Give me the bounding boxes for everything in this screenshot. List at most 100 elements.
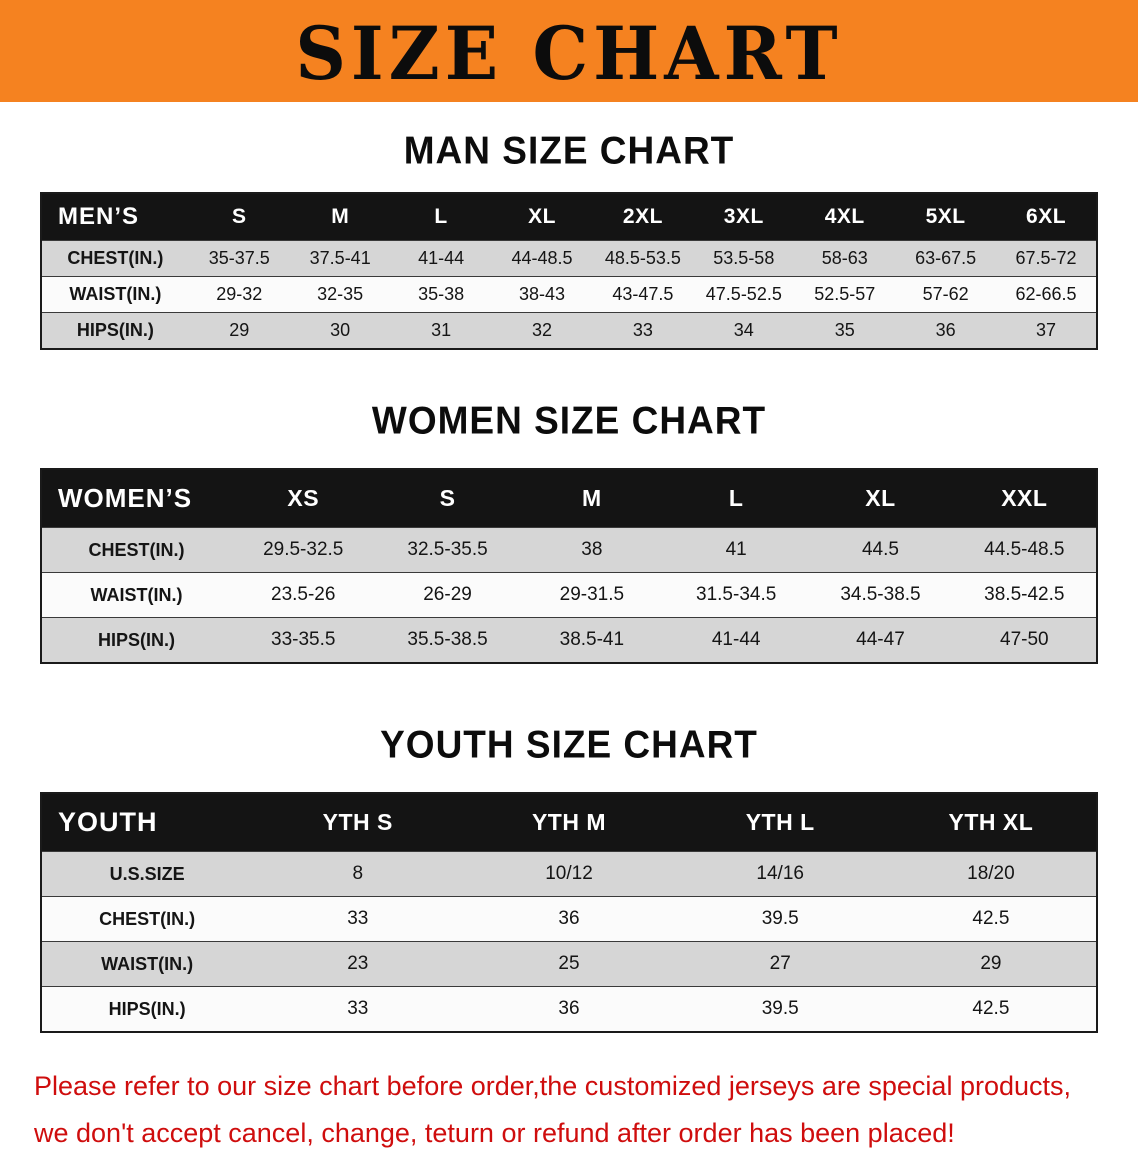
table-row: CHEST(IN.) 35-37.5 37.5-41 41-44 44-48.5 48.5… (41, 240, 1097, 277)
youth-table-wrap: YOUTH YTH S YTH M YTH L YTH XL U.S.SIZE 8 10/12… (40, 792, 1098, 1033)
value-cell: 29 (885, 941, 1097, 987)
value-cell: 31 (390, 312, 492, 349)
size-header-cell: L (390, 193, 492, 241)
value-cell: 39.5 (674, 986, 886, 1032)
disclaimer: Please refer to our size chart before or… (34, 1063, 1104, 1158)
table-title-cell: WOMEN’S (41, 469, 232, 528)
size-header-cell: L (664, 469, 809, 528)
value-cell: 44-47 (808, 617, 953, 663)
size-header-cell: YTH XL (885, 793, 1097, 852)
women-size-table: WOMEN’S XS S M L XL XXL CHEST(IN.) 29.5-32.5 32.5… (40, 468, 1098, 664)
value-cell: 42.5 (885, 896, 1097, 942)
row-label-cell: WAIST(IN.) (41, 572, 232, 618)
value-cell: 37 (996, 312, 1097, 349)
table-title-cell: MEN’S (41, 193, 189, 241)
value-cell: 38.5-42.5 (952, 572, 1097, 618)
table-row: CHEST(IN.) 33 36 39.5 42.5 (41, 896, 1097, 942)
value-cell: 29.5-32.5 (231, 527, 376, 573)
women-size-chart-section: WOMEN SIZE CHART WOMEN’S XS S M L XL XXL CHEST(… (0, 399, 1138, 664)
value-cell: 33 (252, 986, 464, 1032)
value-cell: 23.5-26 (231, 572, 376, 618)
value-cell: 67.5-72 (996, 240, 1097, 277)
value-cell: 62-66.5 (996, 276, 1097, 313)
row-label-cell: CHEST(IN.) (41, 896, 253, 942)
size-header-cell: XXL (952, 469, 1097, 528)
table-header-row: WOMEN’S XS S M L XL XXL (41, 469, 1097, 528)
value-cell: 44.5-48.5 (952, 527, 1097, 573)
value-cell: 34.5-38.5 (808, 572, 953, 618)
value-cell: 32.5-35.5 (375, 527, 520, 573)
size-header-cell: XL (491, 193, 593, 241)
man-table-wrap: MEN’S S M L XL 2XL 3XL 4XL 5XL 6XL CHEST(IN.) 35-37… (40, 192, 1098, 350)
row-label-cell: HIPS(IN.) (41, 617, 232, 663)
size-header-cell: YTH L (674, 793, 886, 852)
man-size-chart-section: MAN SIZE CHART MEN’S S M L XL 2XL 3XL 4XL 5XL 6XL… (0, 128, 1138, 350)
size-header-cell: S (188, 193, 290, 241)
value-cell: 41-44 (390, 240, 492, 277)
value-cell: 41-44 (664, 617, 809, 663)
size-header-cell: 4XL (794, 193, 896, 241)
value-cell: 38-43 (491, 276, 593, 313)
value-cell: 29-31.5 (519, 572, 665, 618)
value-cell: 33 (252, 896, 464, 942)
value-cell: 47-50 (952, 617, 1097, 663)
table-row: U.S.SIZE 8 10/12 14/16 18/20 (41, 851, 1097, 897)
size-header-cell: 5XL (895, 193, 997, 241)
value-cell: 23 (252, 941, 464, 987)
value-cell: 63-67.5 (895, 240, 997, 277)
disclaimer-line-1: Please refer to our size chart before or… (34, 1071, 1072, 1101)
table-header-row: YOUTH YTH S YTH M YTH L YTH XL (41, 793, 1097, 852)
row-label-cell: CHEST(IN.) (41, 527, 232, 573)
value-cell: 29-32 (188, 276, 290, 313)
row-label-cell: WAIST(IN.) (41, 941, 253, 987)
value-cell: 38 (519, 527, 665, 573)
value-cell: 52.5-57 (794, 276, 896, 313)
value-cell: 41 (664, 527, 809, 573)
value-cell: 53.5-58 (693, 240, 795, 277)
size-header-cell: S (375, 469, 520, 528)
row-label-cell: WAIST(IN.) (41, 276, 189, 313)
value-cell: 27 (674, 941, 886, 987)
table-row: WAIST(IN.) 23.5-26 26-29 29-31.5 31.5-34.5 34… (41, 572, 1097, 618)
value-cell: 58-63 (794, 240, 896, 277)
size-header-cell: YTH S (252, 793, 464, 852)
youth-section-title: YOUTH SIZE CHART (380, 722, 758, 766)
table-row: WAIST(IN.) 23 25 27 29 (41, 941, 1097, 987)
value-cell: 29 (188, 312, 290, 349)
size-header-cell: XS (231, 469, 376, 528)
value-cell: 25 (463, 941, 675, 987)
table-row: HIPS(IN.) 29 30 31 32 33 34 35 36 37 (41, 312, 1097, 349)
value-cell: 47.5-52.5 (693, 276, 795, 313)
table-header-row: MEN’S S M L XL 2XL 3XL 4XL 5XL 6XL (41, 193, 1097, 241)
value-cell: 43-47.5 (592, 276, 694, 313)
value-cell: 33-35.5 (231, 617, 376, 663)
size-header-cell: XL (808, 469, 953, 528)
banner-title: SIZE CHART (295, 9, 843, 98)
value-cell: 36 (895, 312, 997, 349)
value-cell: 44-48.5 (491, 240, 593, 277)
value-cell: 26-29 (375, 572, 520, 618)
value-cell: 32-35 (289, 276, 391, 313)
value-cell: 30 (289, 312, 391, 349)
table-row: WAIST(IN.) 29-32 32-35 35-38 38-43 43-47.5 47.… (41, 276, 1097, 313)
value-cell: 36 (463, 986, 675, 1032)
value-cell: 8 (252, 851, 464, 897)
size-header-cell: 6XL (996, 193, 1097, 241)
value-cell: 39.5 (674, 896, 886, 942)
disclaimer-line-2: we don't accept cancel, change, teturn o… (34, 1118, 955, 1149)
value-cell: 35 (794, 312, 896, 349)
value-cell: 35-38 (390, 276, 492, 313)
women-table-wrap: WOMEN’S XS S M L XL XXL CHEST(IN.) 29.5-32.5 32.5… (40, 468, 1098, 664)
value-cell: 35-37.5 (188, 240, 290, 277)
value-cell: 31.5-34.5 (664, 572, 809, 618)
value-cell: 33 (592, 312, 694, 349)
row-label-cell: U.S.SIZE (41, 851, 253, 897)
size-header-cell: M (519, 469, 665, 528)
value-cell: 36 (463, 896, 675, 942)
value-cell: 18/20 (885, 851, 1097, 897)
youth-size-chart-section: YOUTH SIZE CHART YOUTH YTH S YTH M YTH L YTH… (0, 722, 1138, 1033)
value-cell: 38.5-41 (519, 617, 665, 663)
man-section-title: MAN SIZE CHART (403, 128, 735, 172)
value-cell: 37.5-41 (289, 240, 391, 277)
size-chart-banner: SIZE CHART (0, 0, 1138, 102)
